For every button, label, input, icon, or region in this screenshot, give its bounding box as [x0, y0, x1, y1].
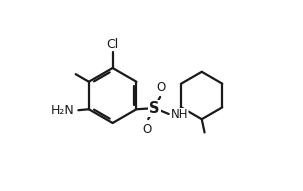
Text: O: O — [143, 122, 152, 136]
Text: H₂N: H₂N — [51, 104, 75, 117]
Text: O: O — [156, 81, 166, 94]
Text: Cl: Cl — [107, 38, 119, 51]
Text: NH: NH — [171, 108, 188, 121]
Text: S: S — [149, 101, 160, 116]
